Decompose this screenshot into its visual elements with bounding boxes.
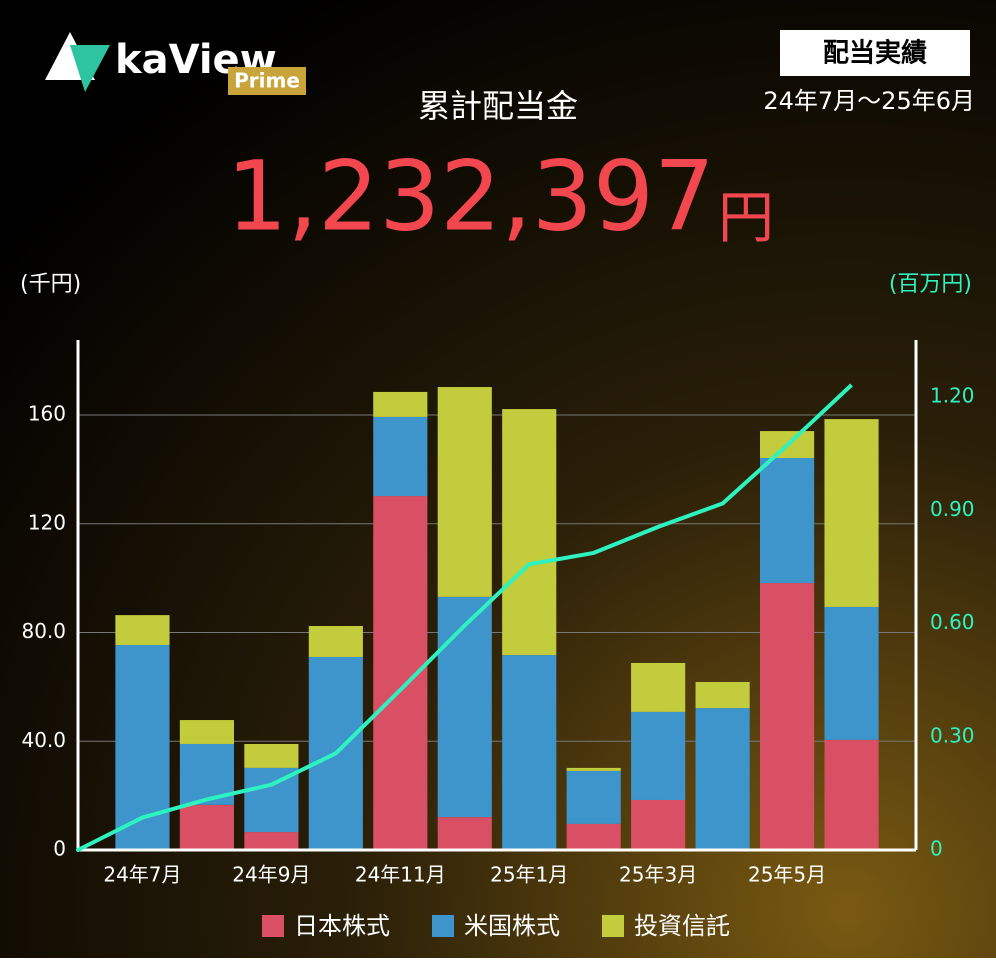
- y2-tick-label: 0.90: [930, 497, 975, 521]
- bar-segment: [631, 799, 686, 850]
- bar-segment: [373, 416, 428, 497]
- x-tick-label: 24年11月: [355, 863, 446, 887]
- bar-segment: [308, 625, 363, 657]
- y2-axis-label: (百万円): [889, 272, 972, 297]
- line-lead-in: [76, 815, 145, 852]
- bar-segment: [631, 711, 686, 800]
- y-tick-label: 0: [53, 837, 66, 861]
- total-value: 1,232,397: [226, 140, 715, 252]
- bar-segment: [115, 615, 170, 646]
- logo-mark: [70, 45, 110, 92]
- y2-tick-label: 0.30: [930, 723, 975, 747]
- bar-segment: [824, 606, 879, 740]
- bar-segment: [373, 391, 428, 417]
- legend-label: 米国株式: [464, 912, 560, 940]
- bar-segment: [244, 832, 299, 850]
- bar-segment: [502, 655, 557, 850]
- total-label: 累計配当金: [418, 87, 578, 125]
- bar-segment: [437, 387, 492, 597]
- logo-badge: [228, 67, 306, 95]
- total-unit: 円: [718, 186, 774, 251]
- x-tick-label: 25年5月: [748, 863, 826, 887]
- bar-segment: [179, 804, 234, 850]
- y2-tick-label: 1.20: [930, 384, 975, 408]
- y-tick-label: 120: [28, 510, 66, 534]
- bar-segment: [566, 823, 621, 850]
- cumulative-line: [141, 383, 853, 820]
- bar-segment: [437, 596, 492, 818]
- y-tick-label: 40.0: [21, 728, 66, 752]
- x-tick-label: 25年3月: [619, 863, 697, 887]
- y-tick-label: 160: [28, 402, 66, 426]
- period: 24年7月～25年6月: [763, 87, 975, 115]
- badge: [780, 30, 970, 76]
- bar-segment: [502, 409, 557, 656]
- bar-segment: [824, 739, 879, 850]
- x-tick-label: 25年1月: [490, 863, 568, 887]
- x-tick-label: 24年7月: [103, 863, 181, 887]
- legend-swatch: [602, 915, 624, 937]
- bar-segment: [760, 457, 815, 584]
- bar-segment: [179, 720, 234, 744]
- bar-segment: [244, 767, 299, 833]
- badge-text: 配当実績: [823, 38, 927, 69]
- bar-segment: [695, 708, 750, 850]
- legend-swatch: [262, 915, 284, 937]
- y-tick-label: 80.0: [21, 619, 66, 643]
- legend-swatch: [432, 915, 454, 937]
- bar-segment: [824, 419, 879, 607]
- logo-badge-text: Prime: [234, 69, 300, 93]
- bar-segment: [566, 767, 621, 771]
- y-axis-label: (千円): [20, 272, 81, 297]
- bar-segment: [760, 583, 815, 850]
- bar-segment: [695, 681, 750, 709]
- x-tick-label: 24年9月: [232, 863, 310, 887]
- bar-segment: [244, 743, 299, 768]
- legend-label: 投資信託: [634, 912, 730, 940]
- legend-label: 日本株式: [294, 912, 390, 940]
- bar-segment: [631, 662, 686, 712]
- bar-segment: [566, 770, 621, 824]
- y2-tick-label: 0: [930, 837, 943, 861]
- y2-tick-label: 0.60: [930, 610, 975, 634]
- logo: kaView Prime: [45, 32, 306, 95]
- bar-segment: [437, 817, 492, 850]
